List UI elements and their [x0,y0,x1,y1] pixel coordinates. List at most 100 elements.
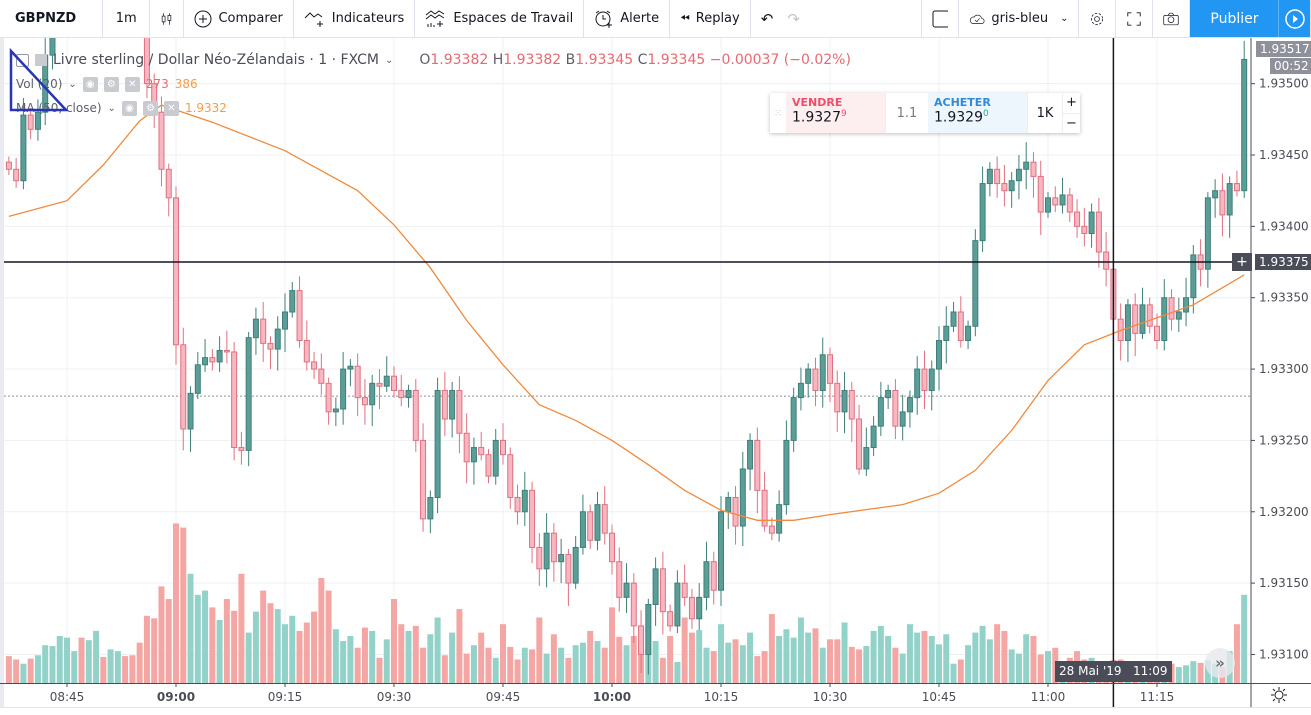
candle [303,320,310,371]
axis-settings-button[interactable] [1270,686,1288,708]
chart-type-button[interactable] [150,0,185,37]
candle-body [819,354,826,391]
volume-bar [136,642,143,683]
candle [579,494,586,555]
indicators-button[interactable]: Indicateurs [294,0,416,37]
candle [158,96,165,187]
spread-value: 1.1 [896,105,918,121]
candle [470,437,477,485]
candle [638,610,645,674]
volume-bar [42,645,49,683]
volume-bar [543,653,550,683]
layout-button[interactable] [922,0,960,37]
theme-button[interactable]: gris-bleu ⌄ [959,0,1080,37]
triangle-drawing[interactable] [8,48,70,114]
candle-body [1023,161,1030,170]
close-icon[interactable]: ✕ [124,76,140,92]
buy-button[interactable]: ACHETER 1.93290 [928,93,1028,133]
open-value: 1.93382 [430,52,489,68]
candle-body [994,168,1001,185]
candle-body [391,375,397,391]
volume-study-label[interactable]: Vol (20) [16,77,63,91]
chevron-down-icon[interactable]: ⌄ [68,78,77,90]
candle-body [311,361,318,370]
volume-bar [957,659,964,683]
play-button[interactable] [1279,0,1311,37]
candle [245,331,252,467]
screenshot-button[interactable] [1153,0,1191,37]
candle [398,374,405,407]
candle [986,162,993,197]
compare-button[interactable]: Comparer [184,0,294,37]
gear-icon[interactable]: ⚙ [103,76,119,92]
volume-bar [64,637,70,683]
candle [747,433,754,491]
fullscreen-button[interactable] [1116,0,1154,37]
ma-study-label[interactable]: MA (50, close) [16,101,102,115]
volume-bar [354,647,361,683]
eye-icon[interactable]: ◉ [121,100,137,116]
volume-bar [914,632,921,683]
gear-icon[interactable]: ⚙ [142,100,158,116]
candle-body [848,389,855,420]
candle-body [187,392,194,430]
countdown-label: 00:52 [1270,58,1311,74]
volume-bar [841,622,848,683]
redo-icon[interactable]: ↷ [787,9,800,28]
volume-bar [514,659,521,683]
volume-bar [93,630,100,683]
eye-icon[interactable]: ◉ [82,76,98,92]
publish-button[interactable]: Publier [1190,0,1280,37]
candle-body [1132,304,1139,334]
settings-button[interactable] [1079,0,1117,37]
price-tick-label: 1.93350 [1259,291,1309,305]
interval-button[interactable]: 1m [103,0,151,37]
volume-bar [260,590,267,683]
candle [173,186,179,365]
candle [587,504,594,549]
candle [943,306,950,364]
workspaces-button[interactable]: Espaces de Travail [415,0,585,37]
crosshair-add-button[interactable]: + [1232,253,1252,271]
undo-icon[interactable]: ↶ [760,9,774,28]
close-icon[interactable]: ✕ [163,100,179,116]
candle-body [1212,190,1219,199]
series-title[interactable]: Livre sterling / Dollar Néo-Zélandais · … [53,52,379,68]
candle [514,484,521,525]
candle [449,381,456,438]
buy-label: ACHETER [934,96,991,109]
top-toolbar: GBPNZD 1m Comparer Indicateurs Espaces d… [0,0,1311,38]
candle [1074,199,1081,238]
volume-bar [768,614,775,683]
candle-body [485,454,492,477]
theme-label: gris-bleu [991,11,1049,26]
replay-button[interactable]: ⏪︎ Replay [670,0,751,37]
alert-button[interactable]: Alerte [584,0,671,37]
quantity-value[interactable]: 1K [1036,105,1054,121]
symbol-search-button[interactable]: GBPNZD [0,0,103,37]
candle [783,420,790,515]
candle-body [558,554,565,563]
decrease-quantity-button[interactable]: − [1066,115,1077,131]
volume-bar [129,655,136,683]
candle [776,490,783,542]
candle-body [296,290,303,342]
candle [979,166,986,253]
candle-body [572,546,579,584]
chevron-down-icon[interactable]: ⌄ [107,102,116,114]
volume-bar [449,632,456,683]
drag-handle-icon[interactable]: ⁙ [773,107,783,119]
candle-body [805,368,812,384]
cloud-check-icon [970,14,985,24]
candle [957,296,964,348]
increase-quantity-button[interactable]: + [1063,93,1080,114]
candle-body [616,561,623,598]
volume-bar [420,647,427,683]
collapse-icon[interactable] [16,53,29,67]
candle [187,386,194,452]
scroll-to-latest-button[interactable]: » [1205,648,1235,678]
chevron-down-icon[interactable]: ⌄ [384,54,394,66]
candle-body [739,468,746,527]
sell-button[interactable]: VENDRE 1.93279 [786,93,886,133]
